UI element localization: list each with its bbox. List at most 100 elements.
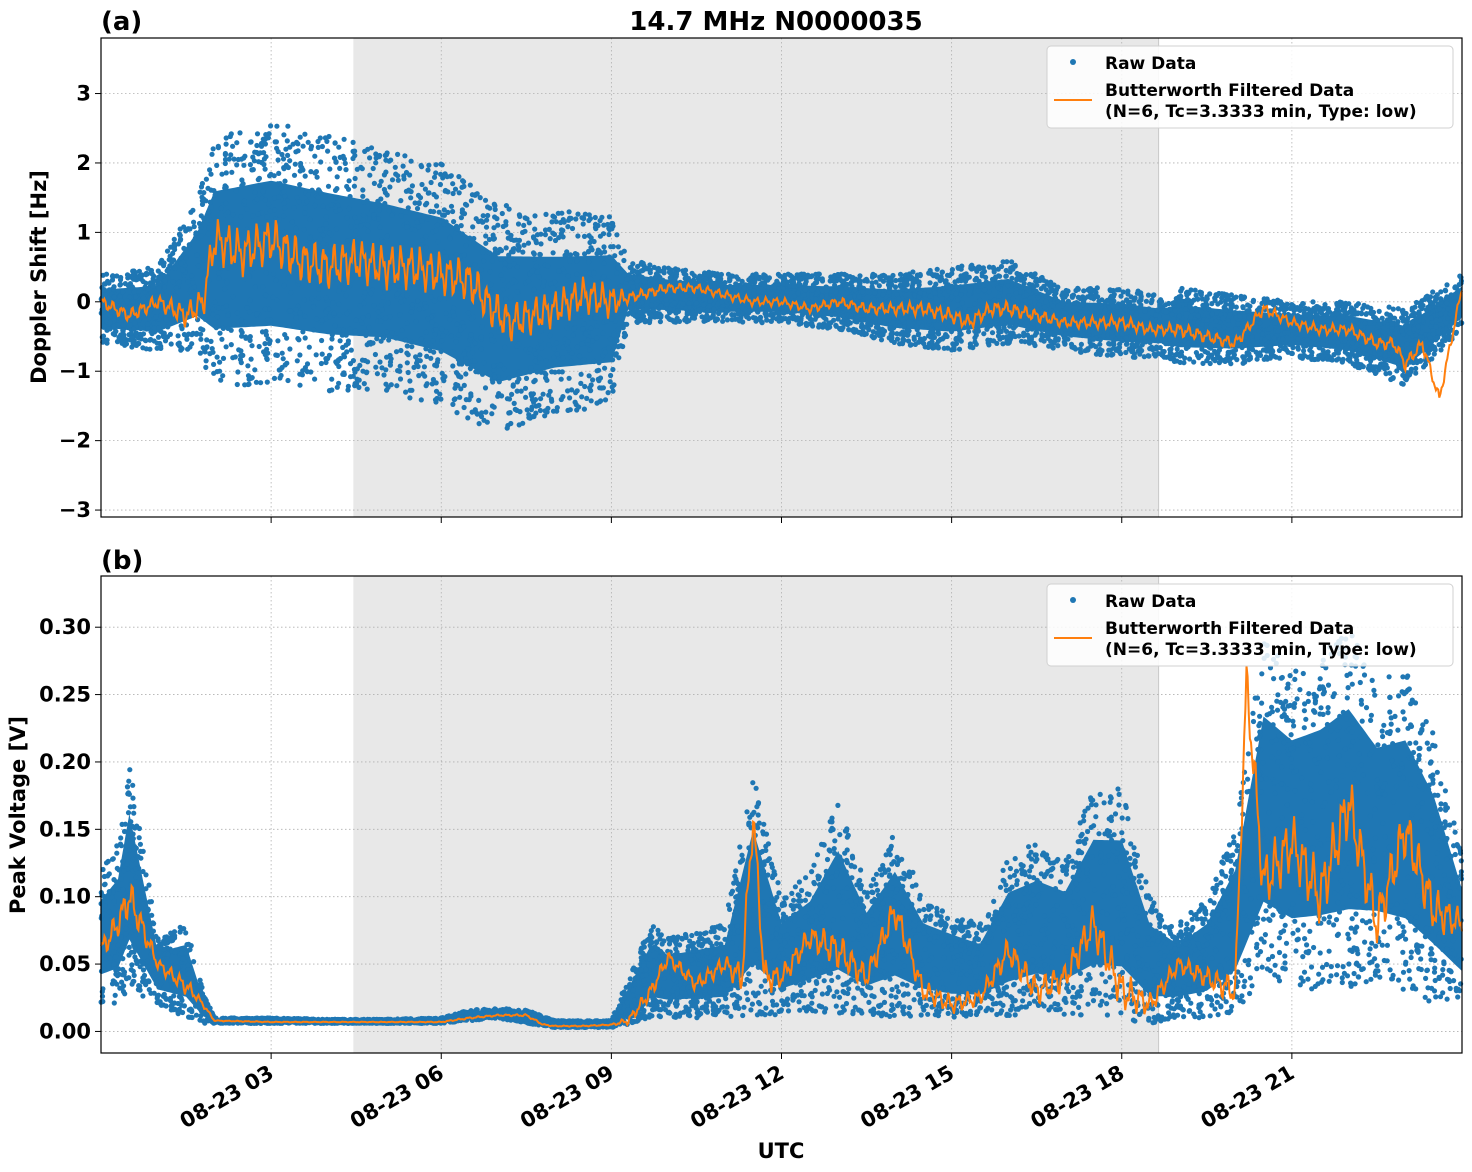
raw-data-point	[483, 240, 489, 246]
raw-data-point	[348, 223, 354, 230]
raw-data-point	[1136, 299, 1142, 305]
raw-data-point	[395, 283, 401, 289]
raw-data-point	[1088, 286, 1094, 292]
raw-data-point	[832, 282, 838, 288]
raw-data-point	[1060, 301, 1066, 307]
raw-data-point	[207, 167, 213, 173]
raw-data-point	[515, 242, 521, 248]
raw-data-point	[1081, 288, 1087, 294]
raw-data-point	[840, 313, 846, 319]
raw-data-point	[218, 377, 224, 383]
raw-data-point	[537, 407, 544, 414]
raw-data-point	[934, 272, 940, 278]
raw-data-point	[246, 273, 252, 280]
raw-data-point	[205, 209, 212, 215]
raw-data-point	[378, 302, 385, 308]
raw-data-point	[370, 165, 376, 172]
raw-data-point	[1159, 352, 1165, 358]
raw-data-point	[225, 312, 231, 318]
raw-data-point	[168, 292, 174, 298]
raw-data-point	[1182, 306, 1189, 312]
raw-data-point	[580, 221, 586, 227]
raw-data-point	[706, 303, 713, 309]
raw-data-point	[878, 332, 884, 338]
raw-data-point	[238, 360, 244, 366]
raw-data-point	[516, 376, 522, 382]
raw-data-point	[270, 271, 277, 277]
raw-data-point	[503, 219, 509, 225]
raw-data-point	[966, 329, 972, 335]
raw-data-point	[194, 252, 200, 258]
raw-data-point	[1271, 302, 1277, 308]
raw-data-point	[637, 309, 643, 315]
raw-data-point	[376, 154, 382, 160]
raw-data-point	[870, 329, 876, 335]
raw-data-point	[1153, 312, 1159, 318]
raw-data-point	[814, 279, 820, 286]
raw-data-point	[1101, 310, 1107, 316]
raw-data-point	[281, 282, 287, 289]
raw-data-point	[538, 396, 544, 402]
raw-data-point	[203, 358, 209, 364]
raw-data-point	[383, 381, 389, 387]
raw-data-point	[318, 159, 324, 165]
raw-data-point	[1007, 269, 1013, 275]
raw-data-point	[1282, 344, 1288, 350]
raw-data-point	[585, 337, 591, 343]
raw-data-point	[1376, 308, 1382, 314]
raw-data-point	[156, 325, 162, 331]
raw-data-point	[1176, 303, 1182, 309]
raw-data-point	[959, 287, 965, 293]
raw-data-point	[380, 294, 386, 300]
raw-data-point	[1036, 302, 1042, 308]
raw-data-point	[956, 346, 963, 352]
raw-data-point	[387, 362, 393, 368]
raw-data-point	[508, 232, 514, 238]
raw-data-point	[433, 162, 439, 168]
raw-data-point	[419, 218, 425, 224]
raw-data-point	[404, 292, 410, 299]
raw-data-point	[428, 294, 434, 300]
raw-data-point	[1361, 302, 1367, 308]
raw-data-point	[285, 275, 291, 281]
raw-data-point	[481, 258, 487, 264]
raw-data-point	[1088, 295, 1094, 301]
raw-data-point	[1446, 329, 1452, 335]
raw-data-point	[510, 249, 516, 255]
raw-data-point	[424, 381, 430, 387]
raw-data-point	[1226, 322, 1232, 328]
raw-data-point	[606, 345, 612, 351]
raw-data-point	[566, 209, 572, 215]
raw-data-point	[112, 332, 118, 338]
raw-data-point	[231, 156, 237, 162]
raw-data-point	[1336, 346, 1343, 353]
raw-data-point	[233, 188, 239, 194]
raw-data-point	[275, 338, 281, 344]
raw-data-point	[433, 388, 440, 394]
raw-data-point	[470, 224, 476, 230]
raw-data-point	[515, 247, 522, 253]
raw-data-point	[781, 304, 787, 310]
raw-data-point	[558, 376, 564, 382]
raw-data-point	[267, 208, 273, 214]
raw-data-point	[1245, 302, 1251, 308]
raw-data-point	[768, 318, 775, 324]
raw-data-point	[1324, 318, 1330, 324]
raw-data-point	[1223, 306, 1229, 313]
raw-data-point	[222, 185, 228, 191]
raw-data-point	[610, 244, 616, 250]
raw-data-point	[336, 144, 342, 150]
raw-data-point	[416, 200, 422, 206]
raw-data-point	[880, 292, 886, 298]
raw-data-point	[510, 382, 516, 388]
raw-data-point	[558, 227, 565, 233]
raw-data-point	[1006, 293, 1012, 299]
raw-data-point	[1154, 335, 1160, 341]
raw-data-point	[1045, 335, 1051, 341]
raw-data-point	[534, 232, 541, 238]
raw-data-point	[621, 248, 627, 254]
raw-data-point	[565, 339, 571, 345]
raw-data-point	[483, 409, 489, 415]
raw-data-point	[937, 336, 943, 343]
raw-data-point	[480, 219, 486, 225]
